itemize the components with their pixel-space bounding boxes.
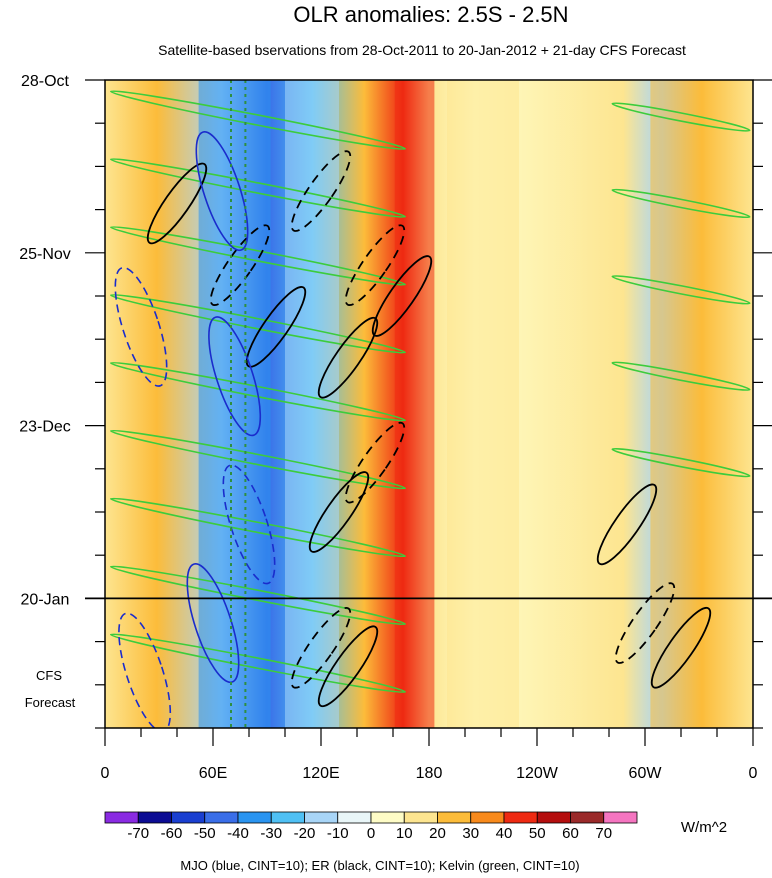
colorbar-label: -70 (127, 825, 149, 842)
er-contour (308, 471, 370, 553)
colorbar-swatch (304, 811, 339, 824)
colorbar-swatch (237, 811, 272, 824)
kelvin-contour (611, 361, 751, 391)
band-dateline-suppression (394, 80, 435, 728)
colorbar-swatch (570, 811, 605, 824)
mjo-contour (114, 266, 168, 387)
kelvin-contour (109, 429, 407, 490)
x-tick-label: 120E (302, 765, 339, 782)
kelvin-contour (611, 275, 751, 305)
x-tick-label: 0 (101, 765, 110, 782)
y-tick-label: 20-Jan (21, 591, 70, 608)
anomaly-bands-layer (198, 80, 705, 728)
colorbar-label: -10 (327, 825, 349, 842)
colorbar-label: 0 (367, 825, 375, 842)
wave-contours-layer (109, 80, 751, 728)
mjo-contour (195, 131, 249, 252)
kelvin-contour (109, 90, 407, 150)
kelvin-contour (109, 293, 407, 354)
colorbar-swatch (437, 811, 472, 824)
kelvin-contour (109, 497, 407, 558)
er-contour (371, 255, 433, 337)
kelvin-contour (109, 633, 407, 694)
footer-legend: MJO (blue, CINT=10); ER (black, CINT=10)… (180, 858, 579, 873)
colorbar-label: -20 (294, 825, 316, 842)
colorbar-swatch (337, 811, 372, 824)
forecast-label-line1: CFS (36, 668, 62, 683)
kelvin-contour (109, 226, 407, 286)
colorbar-label: -40 (227, 825, 249, 842)
colorbar-swatch (536, 811, 571, 824)
chart-subtitle: Satellite-based bservations from 28-Oct-… (158, 42, 686, 58)
kelvin-contour (611, 102, 751, 132)
x-tick-label: 60E (199, 765, 227, 782)
kelvin-contour (109, 565, 407, 626)
y-tick-label: 23-Dec (19, 419, 71, 436)
colorbar-label: 70 (595, 825, 612, 842)
mjo-contour (186, 563, 240, 684)
colorbar-label: 60 (562, 825, 579, 842)
colorbar-swatch (370, 811, 405, 824)
kelvin-contour (109, 361, 407, 422)
er-contour (245, 286, 307, 368)
colorbar-label: 50 (529, 825, 546, 842)
chart-title: OLR anomalies: 2.5S - 2.5N (293, 2, 568, 27)
y-tick-label: 25-Nov (19, 246, 71, 263)
er-contour (146, 162, 208, 245)
forecast-label-line2: Forecast (25, 695, 76, 710)
colorbar-label: 20 (429, 825, 446, 842)
colorbar-swatch (403, 811, 438, 824)
colorbar-label: 40 (496, 825, 513, 842)
colorbar-swatch (470, 811, 505, 824)
colorbar: -70 -60 -50 -40 -30 -20 -10 0 10 20 30 40 50 60 70 (104, 811, 638, 842)
kelvin-contour (109, 158, 407, 218)
mjo-contour (118, 612, 172, 728)
colorbar-swatch (603, 811, 638, 824)
colorbar-swatch (503, 811, 538, 824)
mjo-contour (208, 316, 262, 437)
colorbar-swatch (270, 811, 305, 824)
colorbar-swatch (137, 811, 172, 824)
er-contour (290, 150, 352, 232)
colorbar-label: -50 (194, 825, 216, 842)
er-contour (290, 606, 352, 689)
x-tick-label: 180 (416, 765, 443, 782)
colorbar-label: -60 (161, 825, 183, 842)
kelvin-contour (611, 188, 751, 219)
x-tick-label: 60W (629, 765, 663, 782)
colorbar-label: -30 (260, 825, 282, 842)
colorbar-label: 30 (462, 825, 479, 842)
band-central-pacific-dry (447, 80, 519, 728)
y-axis: 28-Oct 25-Nov 23-Dec 20-Jan (19, 73, 772, 729)
er-contour (650, 606, 712, 689)
er-contour (596, 483, 658, 566)
x-tick-label: 120W (516, 765, 559, 782)
colorbar-units: W/m^2 (681, 819, 727, 836)
kelvin-contour (611, 447, 751, 478)
plot-area (105, 80, 753, 728)
er-contour (317, 625, 379, 708)
er-contour (614, 582, 676, 664)
colorbar-label: 10 (396, 825, 413, 842)
colorbar-swatch (204, 811, 239, 824)
x-axis: 0 60E 120E 180 120W 60W 0 (101, 728, 758, 782)
x-tick-label: 0 (749, 765, 758, 782)
colorbar-swatch (104, 811, 139, 824)
y-tick-label: 28-Oct (21, 73, 70, 90)
colorbar-swatch (171, 811, 206, 824)
band-east-pacific-warm (650, 80, 705, 728)
er-contour (209, 224, 271, 306)
